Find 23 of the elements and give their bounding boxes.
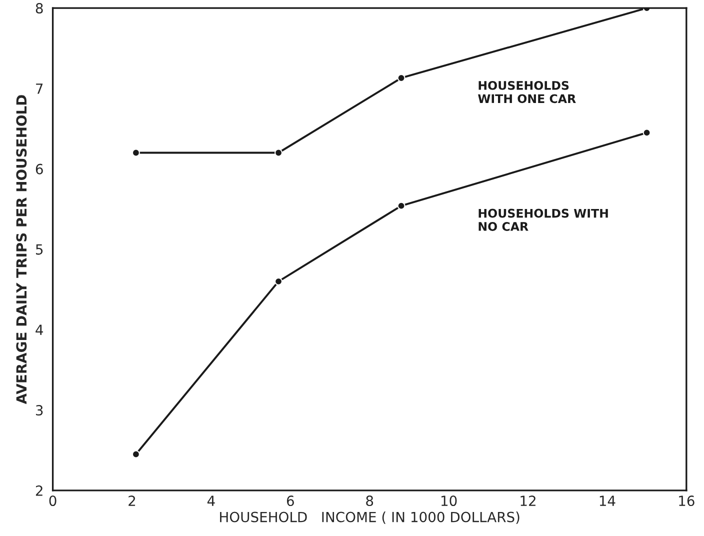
x-tick-label: 6 [286,496,294,506]
x-tick-label: 12 [520,496,536,506]
y-tick-label: 6 [36,164,43,174]
x-tick-label: 10 [441,496,457,506]
y-tick-label: 3 [36,405,43,416]
point [642,128,651,137]
point [397,202,406,210]
x-tick-label: 4 [207,496,215,506]
point [274,148,283,157]
y-tick-label: 5 [36,244,43,255]
x-tick-label: 8 [366,496,374,506]
y-axis-title: AVERAGE DAILY TRIPS PER HOUSEHOLD [16,95,27,404]
y-tick-label: 4 [36,324,43,335]
y-tick-label: 7 [36,84,43,94]
x-tick-label: 14 [600,496,616,506]
x-tick-label: 0 [49,496,56,506]
x-tick-label: 16 [679,496,694,506]
y-tick-label: 2 [36,485,42,496]
text: HOUSEHOLDS WITH NO CAR [478,208,608,231]
text: HOUSEHOLDS WITH ONE CAR [478,80,576,104]
y-tick-label: 8 [36,3,43,14]
x-tick-label: 2 [128,496,136,506]
x-axis-title: HOUSEHOLD INCOME ( IN 1000 DOLLARS) [220,512,520,524]
